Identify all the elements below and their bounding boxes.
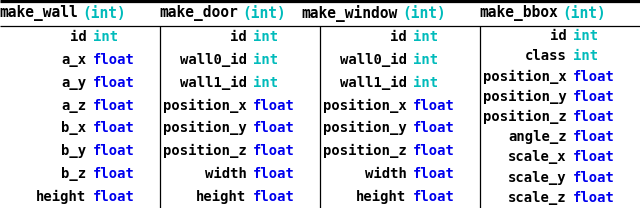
Text: wall1_id: wall1_id	[340, 76, 406, 90]
Text: height: height	[356, 189, 406, 204]
Text: float: float	[253, 99, 294, 113]
Text: id: id	[70, 30, 86, 44]
Text: angle_z: angle_z	[508, 130, 566, 144]
Text: a_z: a_z	[61, 99, 86, 113]
Text: (int): (int)	[82, 5, 125, 21]
Text: (int): (int)	[562, 5, 605, 21]
Text: float: float	[573, 90, 614, 104]
Text: position_y: position_y	[483, 90, 566, 104]
Text: scale_y: scale_y	[508, 171, 566, 185]
Text: float: float	[253, 121, 294, 135]
Text: int: int	[93, 30, 118, 44]
Text: float: float	[413, 99, 454, 113]
Text: wall0_id: wall0_id	[180, 53, 246, 67]
Text: a_y: a_y	[61, 76, 86, 90]
Text: float: float	[93, 53, 134, 67]
Text: float: float	[573, 130, 614, 144]
Text: b_x: b_x	[61, 121, 86, 135]
Text: b_z: b_z	[61, 167, 86, 181]
Text: (int): (int)	[402, 5, 445, 21]
Text: wall1_id: wall1_id	[180, 76, 246, 90]
Text: wall0_id: wall0_id	[340, 53, 406, 67]
Text: position_x: position_x	[483, 69, 566, 84]
Text: width: width	[205, 167, 246, 181]
Text: float: float	[93, 76, 134, 90]
Text: int: int	[413, 53, 438, 67]
Text: id: id	[550, 29, 566, 43]
Text: position_x: position_x	[163, 99, 246, 113]
Text: b_y: b_y	[61, 144, 86, 158]
Text: float: float	[413, 144, 454, 158]
Text: a_x: a_x	[61, 53, 86, 67]
Text: float: float	[573, 110, 614, 124]
Text: (int): (int)	[242, 5, 285, 21]
Text: scale_x: scale_x	[508, 150, 566, 165]
Text: float: float	[253, 144, 294, 158]
Text: int: int	[573, 29, 598, 43]
Text: height: height	[36, 189, 86, 204]
Text: position_y: position_y	[323, 121, 406, 135]
Text: make_door: make_door	[159, 5, 238, 21]
Text: float: float	[253, 167, 294, 181]
Text: id: id	[230, 30, 246, 44]
Text: float: float	[93, 167, 134, 181]
Text: float: float	[93, 99, 134, 113]
Text: float: float	[413, 121, 454, 135]
Text: scale_z: scale_z	[508, 191, 566, 205]
Text: int: int	[413, 30, 438, 44]
Text: float: float	[93, 121, 134, 135]
Text: float: float	[93, 144, 134, 158]
Text: position_z: position_z	[323, 144, 406, 158]
Text: float: float	[93, 190, 134, 204]
Text: int: int	[253, 30, 278, 44]
Text: int: int	[253, 53, 278, 67]
Text: position_x: position_x	[323, 99, 406, 113]
Text: float: float	[573, 69, 614, 84]
Text: int: int	[413, 76, 438, 90]
Text: class: class	[525, 49, 566, 63]
Text: int: int	[253, 76, 278, 90]
Text: make_window: make_window	[301, 5, 398, 21]
Text: position_z: position_z	[163, 144, 246, 158]
Text: float: float	[253, 190, 294, 204]
Text: id: id	[390, 30, 406, 44]
Text: make_bbox: make_bbox	[479, 5, 558, 21]
Text: position_z: position_z	[483, 110, 566, 124]
Text: float: float	[413, 190, 454, 204]
Text: float: float	[413, 167, 454, 181]
Text: make_wall: make_wall	[0, 5, 78, 21]
Text: height: height	[196, 189, 246, 204]
Text: float: float	[573, 150, 614, 165]
Text: float: float	[573, 171, 614, 185]
Text: width: width	[365, 167, 406, 181]
Text: position_y: position_y	[163, 121, 246, 135]
Text: float: float	[573, 191, 614, 205]
Text: int: int	[573, 49, 598, 63]
